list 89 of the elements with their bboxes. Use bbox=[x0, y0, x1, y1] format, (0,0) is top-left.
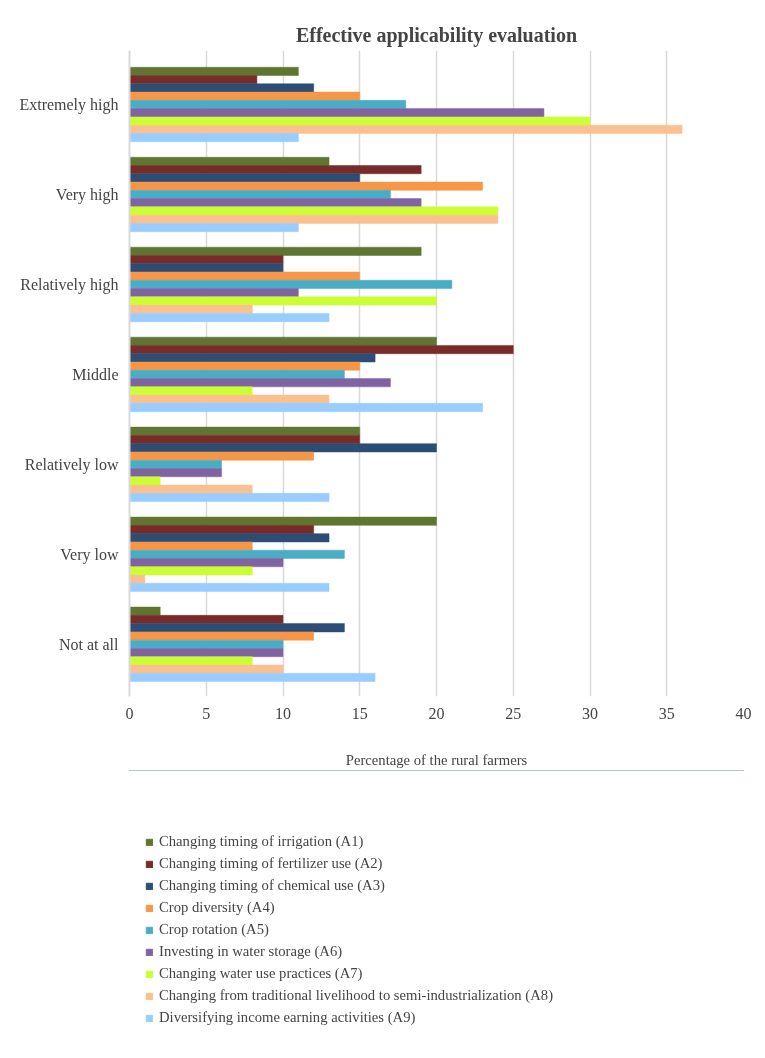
bar bbox=[129, 656, 253, 666]
bar bbox=[129, 426, 360, 436]
bar bbox=[129, 91, 360, 101]
bar bbox=[129, 108, 545, 118]
bar bbox=[129, 386, 253, 396]
bar bbox=[129, 615, 284, 624]
bar bbox=[129, 156, 330, 166]
legend-label: Diversifying income earning activities (A9) bbox=[159, 1009, 416, 1026]
bar bbox=[129, 516, 437, 526]
x-tick-label: 15 bbox=[351, 704, 368, 722]
bar bbox=[129, 124, 683, 134]
bar bbox=[129, 378, 391, 388]
bar bbox=[129, 639, 284, 649]
bar bbox=[129, 165, 422, 175]
bar bbox=[129, 263, 284, 273]
bar bbox=[129, 353, 376, 363]
legend-label: Changing timing of chemical use (A3) bbox=[159, 877, 385, 894]
bar bbox=[129, 493, 330, 502]
legend-label: Changing from traditional livelihood to semi-industrialization (A8) bbox=[159, 987, 554, 1004]
bar bbox=[129, 313, 330, 322]
bar bbox=[129, 190, 391, 199]
legend-label: Changing timing of irrigation (A1) bbox=[159, 833, 364, 850]
y-tick-label: Not at all bbox=[58, 635, 120, 653]
bar bbox=[129, 370, 345, 379]
bar bbox=[129, 623, 345, 633]
y-tick-label: Extremely high bbox=[19, 95, 119, 114]
bar bbox=[129, 541, 253, 551]
x-tick-label: 0 bbox=[125, 704, 134, 722]
bar bbox=[129, 133, 299, 142]
bar bbox=[129, 116, 591, 126]
bar bbox=[129, 443, 437, 453]
bar bbox=[129, 100, 407, 109]
bar bbox=[129, 280, 453, 289]
x-tick-label: 20 bbox=[428, 704, 445, 722]
bar bbox=[129, 304, 253, 314]
bar bbox=[129, 583, 330, 592]
legend-label: Investing in water storage (A6) bbox=[159, 943, 343, 960]
chart-title: Effective applicability evaluation bbox=[295, 23, 578, 47]
legend-label: Changing timing of fertilizer use (A2) bbox=[159, 855, 383, 872]
bar bbox=[129, 288, 299, 298]
bar bbox=[129, 525, 314, 534]
bar bbox=[129, 181, 483, 191]
bar bbox=[129, 558, 284, 568]
bar bbox=[129, 336, 437, 346]
x-tick-label: 5 bbox=[202, 704, 211, 722]
y-tick-label: Relatively low bbox=[24, 455, 119, 474]
bar bbox=[129, 664, 284, 674]
x-tick-label: 25 bbox=[505, 704, 522, 722]
bar bbox=[129, 435, 360, 444]
bar bbox=[129, 75, 258, 85]
y-tick-label: Middle bbox=[72, 365, 119, 383]
bar bbox=[129, 451, 314, 461]
y-tick-label: Very low bbox=[60, 545, 119, 564]
x-tick-label: 40 bbox=[735, 704, 752, 722]
bar bbox=[129, 631, 314, 641]
bar bbox=[129, 255, 284, 264]
x-tick-label: 35 bbox=[658, 704, 675, 722]
bar bbox=[129, 484, 253, 494]
bar bbox=[129, 214, 499, 224]
bar bbox=[129, 198, 422, 208]
bar bbox=[129, 566, 253, 576]
y-tick-label: Very high bbox=[55, 185, 119, 204]
bar bbox=[129, 271, 360, 281]
bar bbox=[129, 223, 299, 232]
bar bbox=[129, 549, 345, 559]
bar bbox=[129, 403, 483, 412]
bar bbox=[129, 206, 499, 216]
bar bbox=[129, 459, 222, 469]
bar bbox=[129, 533, 330, 543]
bar bbox=[129, 606, 161, 616]
bar bbox=[129, 296, 437, 306]
bar bbox=[129, 83, 314, 93]
bar bbox=[129, 574, 146, 584]
legend-label: Crop diversity (A4) bbox=[159, 899, 275, 916]
x-tick-label: 10 bbox=[275, 704, 291, 722]
bar bbox=[129, 648, 284, 657]
bar bbox=[129, 66, 299, 76]
bar bbox=[129, 394, 330, 404]
bar bbox=[129, 345, 514, 354]
bar bbox=[129, 673, 376, 682]
bar bbox=[129, 361, 360, 371]
legend-label: Crop rotation (A5) bbox=[159, 921, 269, 938]
bar bbox=[129, 173, 360, 183]
bar bbox=[129, 468, 222, 478]
legend-label: Changing water use practices (A7) bbox=[159, 965, 363, 982]
bar bbox=[129, 246, 422, 256]
x-axis-title: Percentage of the rural farmers bbox=[345, 751, 528, 768]
y-tick-label: Relatively high bbox=[20, 275, 119, 294]
x-tick-label: 30 bbox=[582, 704, 598, 722]
